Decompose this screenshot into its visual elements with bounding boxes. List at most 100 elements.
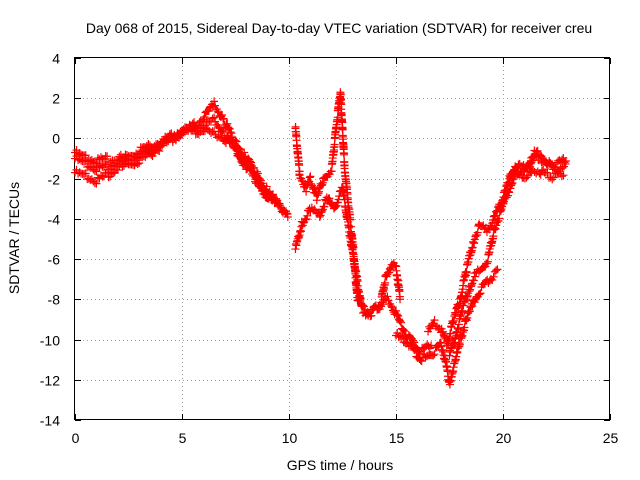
chart-title: Day 068 of 2015, Sidereal Day-to-day VTE…	[86, 20, 592, 36]
data-point	[200, 112, 209, 121]
data-point	[234, 150, 243, 159]
data-point	[557, 172, 566, 181]
data-point	[483, 259, 492, 268]
series-track-i	[505, 146, 570, 183]
x-tick-label: 5	[179, 430, 187, 446]
data-point	[538, 154, 547, 163]
data-point	[383, 270, 392, 279]
data-point	[133, 160, 142, 169]
data-point	[439, 327, 448, 336]
data-point	[90, 166, 99, 175]
data-point	[295, 167, 304, 176]
data-point	[397, 318, 406, 327]
data-point	[392, 306, 400, 315]
y-tick-label: -8	[48, 292, 61, 308]
data-point	[505, 188, 514, 197]
data-point	[92, 167, 101, 176]
data-point	[529, 153, 538, 162]
data-point	[467, 280, 476, 289]
data-point	[475, 290, 484, 299]
data-point	[320, 202, 329, 211]
data-point	[525, 164, 534, 173]
data-point	[255, 179, 264, 188]
data-point	[378, 300, 387, 309]
y-axis-label: SDTVAR / TECUs	[6, 182, 22, 294]
data-point	[384, 296, 393, 305]
data-point	[496, 206, 505, 215]
series-track-g	[424, 151, 570, 350]
data-points	[71, 88, 570, 389]
data-point	[462, 267, 471, 276]
data-point	[357, 302, 366, 311]
data-point	[261, 186, 270, 195]
data-point	[387, 301, 396, 310]
data-point	[218, 110, 227, 119]
y-tick-label: -10	[40, 333, 60, 349]
data-point	[303, 211, 312, 220]
data-point	[518, 173, 527, 182]
data-point	[430, 350, 439, 359]
data-point	[103, 152, 112, 161]
data-point	[219, 126, 228, 135]
series-track-d	[291, 88, 405, 321]
x-axis-label: GPS time / hours	[287, 457, 394, 473]
data-point	[235, 150, 244, 159]
x-tick-label: 0	[72, 430, 80, 446]
data-point	[219, 115, 228, 124]
data-point	[423, 340, 432, 349]
axis-ticks: 0 5 10 15 20 25 -14 -12 -10 -8 -6 -4 -2 0 2 4	[40, 51, 619, 447]
data-point	[240, 154, 249, 163]
data-point	[508, 178, 517, 187]
data-point	[469, 276, 478, 285]
data-point	[396, 295, 405, 304]
data-point	[428, 320, 437, 329]
data-point	[394, 311, 403, 320]
data-point	[81, 169, 90, 178]
data-point	[377, 302, 386, 311]
data-point	[224, 123, 233, 132]
data-point	[393, 311, 402, 320]
data-point	[113, 166, 122, 175]
data-point	[318, 206, 327, 215]
data-point	[398, 325, 407, 334]
grid	[75, 58, 610, 420]
series-track-e	[291, 183, 436, 358]
data-point	[106, 158, 115, 167]
series-track-f	[392, 265, 502, 389]
data-point	[273, 198, 282, 207]
data-point	[246, 163, 255, 172]
data-point	[204, 107, 213, 116]
data-point	[103, 168, 112, 177]
data-point	[158, 141, 167, 150]
data-point	[232, 143, 241, 152]
data-point	[210, 97, 219, 106]
data-point	[458, 308, 467, 317]
data-point	[446, 329, 455, 338]
data-point	[231, 142, 240, 151]
y-tick-label: -4	[48, 212, 61, 228]
data-point	[247, 164, 256, 173]
data-point	[435, 339, 444, 348]
data-point	[470, 269, 479, 278]
data-point	[330, 203, 339, 212]
data-point	[200, 121, 209, 130]
x-tick-label: 20	[496, 430, 512, 446]
data-point	[411, 345, 420, 354]
data-point	[548, 175, 557, 184]
data-point	[135, 159, 144, 168]
data-point	[214, 122, 223, 131]
x-tick-label: 25	[603, 430, 619, 446]
data-point	[502, 193, 511, 202]
y-tick-label: -2	[48, 172, 61, 188]
data-point	[493, 265, 502, 274]
data-point	[463, 313, 472, 322]
data-point	[253, 173, 262, 182]
data-point	[218, 127, 227, 136]
data-point	[92, 159, 101, 168]
data-point	[90, 178, 99, 187]
data-point	[327, 200, 336, 209]
plot-frame	[74, 57, 610, 420]
data-point	[465, 307, 474, 316]
data-point	[523, 171, 532, 180]
